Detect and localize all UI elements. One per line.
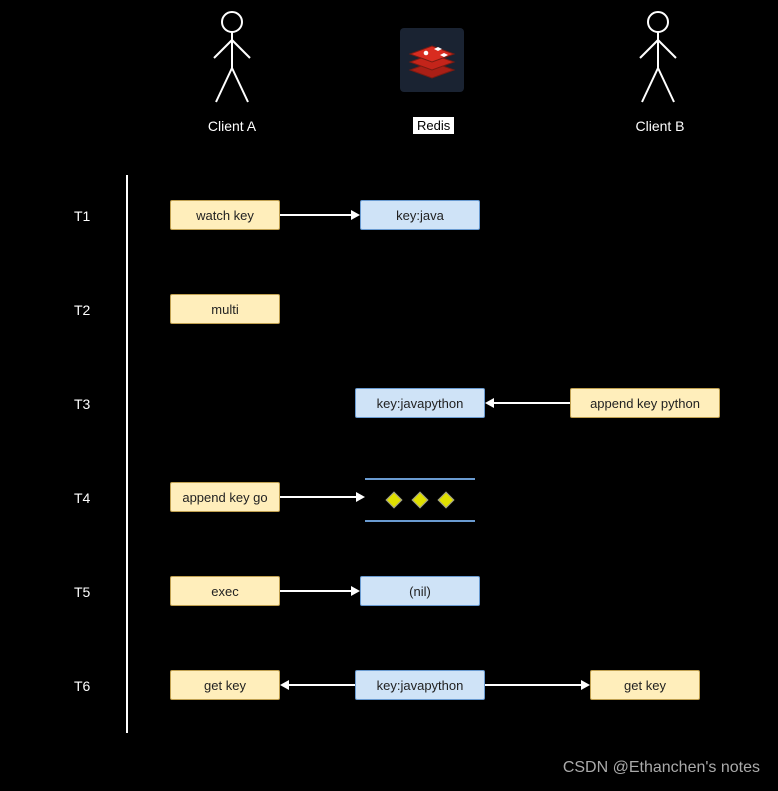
t4-client-a-box: append key go — [170, 482, 280, 512]
t4-client-a-text: append key go — [182, 490, 267, 505]
redis-label: Redis — [412, 116, 455, 135]
t5-redis-box: (nil) — [360, 576, 480, 606]
t1-arrow-line — [280, 214, 352, 216]
t2-client-a-box: multi — [170, 294, 280, 324]
t1-redis-box: key:java — [360, 200, 480, 230]
t6-arrow-head-right — [581, 680, 590, 690]
diamond-icon — [438, 492, 455, 509]
client-b-icon — [638, 10, 678, 80]
redis-icon — [400, 28, 464, 92]
t1-client-a-box: watch key — [170, 200, 280, 230]
t3-redis-box: key:javapython — [355, 388, 485, 418]
t3-arrow-line — [494, 402, 570, 404]
client-a-label: Client A — [190, 118, 274, 134]
t6-arrow-line-left — [289, 684, 355, 686]
diagram-canvas: Client A Redis Client B T1 watc — [0, 0, 778, 791]
diamond-icon — [412, 492, 429, 509]
t5-arrow-head — [351, 586, 360, 596]
diamond-icon — [386, 492, 403, 509]
time-label-t4: T4 — [74, 490, 90, 506]
t6-redis-text: key:javapython — [377, 678, 464, 693]
t5-client-a-box: exec — [170, 576, 280, 606]
t6-client-b-text: get key — [624, 678, 666, 693]
t6-arrow-head-left — [280, 680, 289, 690]
t3-client-b-box: append key python — [570, 388, 720, 418]
t4-arrow-head — [356, 492, 365, 502]
time-label-t3: T3 — [74, 396, 90, 412]
time-label-t2: T2 — [74, 302, 90, 318]
t5-arrow-line — [280, 590, 352, 592]
t6-client-a-text: get key — [204, 678, 246, 693]
client-a-icon — [212, 10, 252, 80]
t6-redis-box: key:javapython — [355, 670, 485, 700]
t6-arrow-line-right — [485, 684, 582, 686]
watermark: CSDN @Ethanchen's notes — [563, 759, 760, 777]
t4-queue — [365, 478, 475, 522]
client-b-label: Client B — [618, 118, 702, 134]
t1-redis-text: key:java — [396, 208, 444, 223]
t5-redis-text: (nil) — [409, 584, 431, 599]
t3-client-b-text: append key python — [590, 396, 700, 411]
t2-client-a-text: multi — [211, 302, 238, 317]
t5-client-a-text: exec — [211, 584, 238, 599]
t6-client-a-box: get key — [170, 670, 280, 700]
time-label-t5: T5 — [74, 584, 90, 600]
timeline-line — [126, 175, 128, 733]
t6-client-b-box: get key — [590, 670, 700, 700]
t3-arrow-head — [485, 398, 494, 408]
t1-client-a-text: watch key — [196, 208, 254, 223]
t3-redis-text: key:javapython — [377, 396, 464, 411]
time-label-t6: T6 — [74, 678, 90, 694]
time-label-t1: T1 — [74, 208, 90, 224]
t4-arrow-line — [280, 496, 357, 498]
t1-arrow-head — [351, 210, 360, 220]
